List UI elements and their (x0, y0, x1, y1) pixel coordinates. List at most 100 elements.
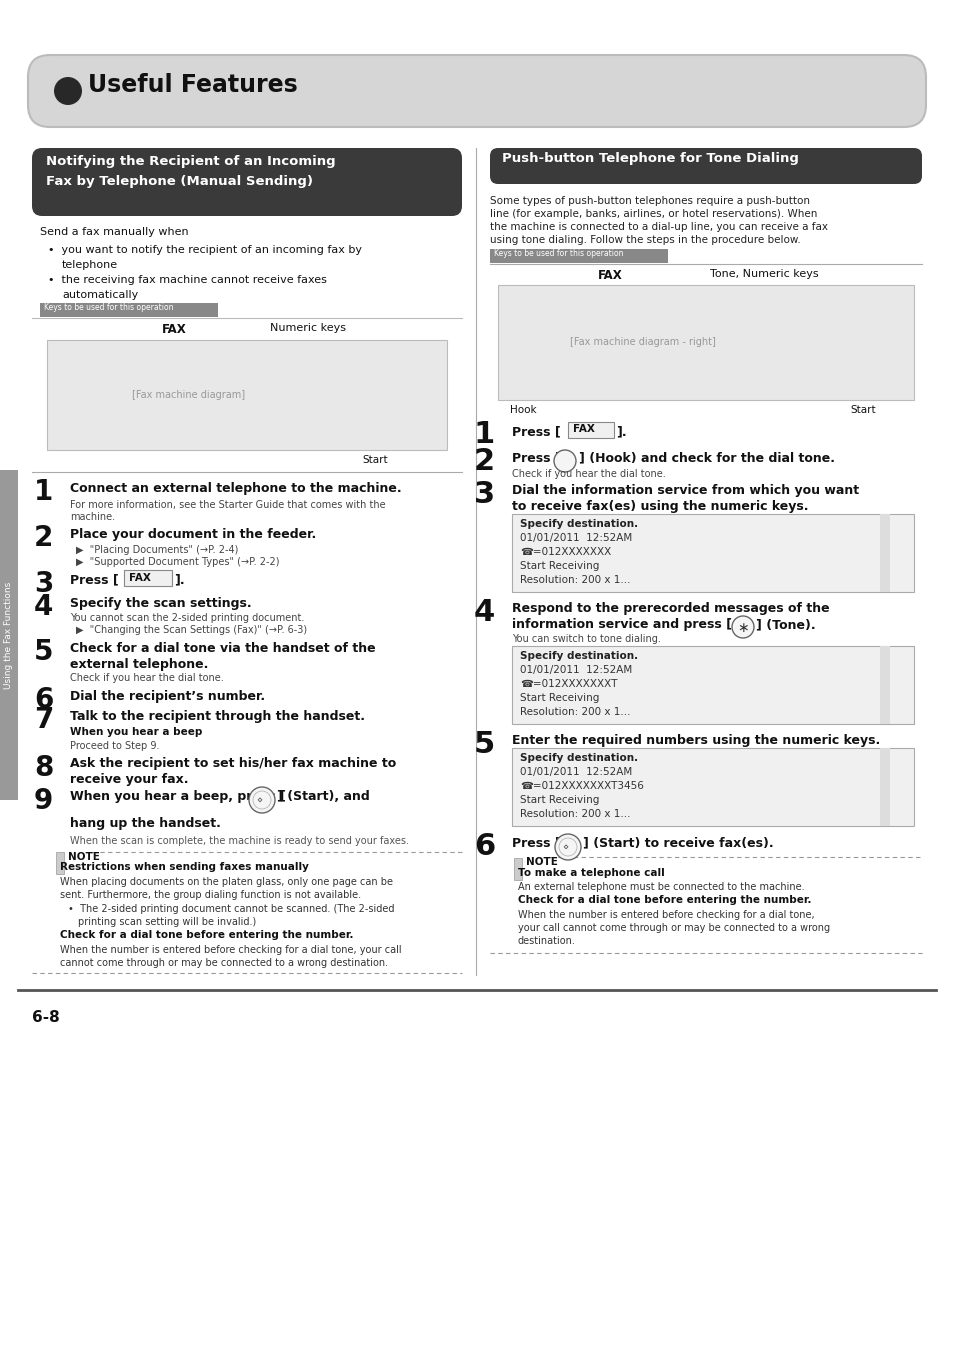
Text: Useful Features: Useful Features (88, 73, 297, 97)
Text: You can switch to tone dialing.: You can switch to tone dialing. (512, 634, 660, 644)
Text: Respond to the prerecorded messages of the: Respond to the prerecorded messages of t… (512, 602, 829, 616)
Text: 3: 3 (474, 481, 495, 509)
Text: ] (Start), and: ] (Start), and (276, 790, 370, 803)
Text: •  the receiving fax machine cannot receive faxes: • the receiving fax machine cannot recei… (48, 275, 327, 285)
Text: 6: 6 (474, 832, 495, 861)
Text: telephone: telephone (62, 261, 118, 270)
Text: NOTE: NOTE (525, 857, 558, 867)
Bar (879, 647, 889, 724)
Text: To make a telephone call: To make a telephone call (517, 868, 664, 878)
Text: Dial the information service from which you want: Dial the information service from which … (512, 485, 859, 497)
Text: Start Receiving: Start Receiving (519, 693, 598, 703)
Bar (567, 423, 614, 437)
Text: Place your document in the feeder.: Place your document in the feeder. (70, 528, 315, 541)
Text: cannot come through or may be connected to a wrong destination.: cannot come through or may be connected … (60, 958, 388, 968)
Text: machine.: machine. (70, 512, 115, 522)
Text: Check for a dial tone before entering the number.: Check for a dial tone before entering th… (517, 895, 811, 905)
Text: Resolution: 200 x 1...: Resolution: 200 x 1... (519, 809, 630, 819)
Text: using tone dialing. Follow the steps in the procedure below.: using tone dialing. Follow the steps in … (490, 235, 800, 244)
Bar (497, 285, 913, 400)
Text: When the number is entered before checking for a dial tone,: When the number is entered before checki… (517, 910, 814, 919)
Text: For more information, see the Starter Guide that comes with the: For more information, see the Starter Gu… (70, 500, 385, 510)
Text: Keys to be used for this operation: Keys to be used for this operation (44, 302, 173, 312)
Bar (512, 647, 913, 724)
Circle shape (253, 791, 271, 809)
Text: Numeric keys: Numeric keys (270, 323, 346, 333)
Text: Dial the recipient’s number.: Dial the recipient’s number. (70, 690, 265, 703)
Bar (0, 470, 18, 801)
Text: Press [: Press [ (70, 572, 118, 586)
Text: 01/01/2011  12:52AM: 01/01/2011 12:52AM (519, 767, 632, 778)
Text: When you hear a beep, press [: When you hear a beep, press [ (70, 790, 286, 803)
Text: receive your fax.: receive your fax. (70, 774, 189, 786)
Text: ⋄: ⋄ (255, 795, 262, 805)
Text: FAX: FAX (598, 269, 622, 282)
Text: Talk to the recipient through the handset.: Talk to the recipient through the handse… (70, 710, 365, 724)
Text: Check if you hear the dial tone.: Check if you hear the dial tone. (70, 674, 224, 683)
Text: Start: Start (361, 455, 387, 464)
Circle shape (555, 834, 580, 860)
Text: 4: 4 (474, 598, 495, 626)
Text: Check for a dial tone via the handset of the: Check for a dial tone via the handset of… (70, 643, 375, 655)
Text: Ask the recipient to set his/her fax machine to: Ask the recipient to set his/her fax mac… (70, 757, 395, 769)
Text: 1: 1 (34, 478, 53, 506)
FancyBboxPatch shape (32, 148, 461, 216)
Text: 2: 2 (474, 447, 495, 477)
Bar (490, 248, 667, 263)
Text: Specify destination.: Specify destination. (519, 651, 638, 661)
Text: ☎=012XXXXXXXT3456: ☎=012XXXXXXXT3456 (519, 782, 643, 791)
Text: ].: ]. (616, 425, 626, 437)
Bar (47, 340, 447, 450)
Text: 01/01/2011  12:52AM: 01/01/2011 12:52AM (519, 666, 632, 675)
Text: sent. Furthermore, the group dialing function is not available.: sent. Furthermore, the group dialing fun… (60, 890, 361, 900)
Text: Tone, Numeric keys: Tone, Numeric keys (709, 269, 818, 279)
Text: 5: 5 (34, 639, 53, 666)
Text: FAX: FAX (162, 323, 187, 336)
Circle shape (554, 450, 576, 472)
Bar (512, 514, 913, 593)
Text: FAX: FAX (129, 572, 151, 583)
Text: 4: 4 (34, 593, 53, 621)
Text: 7: 7 (34, 706, 53, 734)
Text: 2: 2 (34, 524, 53, 552)
Text: NOTE: NOTE (68, 852, 100, 863)
Text: 3: 3 (34, 570, 53, 598)
Text: Keys to be used for this operation: Keys to be used for this operation (494, 248, 623, 258)
Text: Specify the scan settings.: Specify the scan settings. (70, 597, 252, 610)
Text: Notifying the Recipient of an Incoming: Notifying the Recipient of an Incoming (46, 155, 335, 167)
Text: Specify destination.: Specify destination. (519, 518, 638, 529)
Circle shape (249, 787, 274, 813)
Text: Start: Start (849, 405, 875, 414)
Circle shape (558, 838, 577, 856)
Text: •  The 2-sided printing document cannot be scanned. (The 2-sided: • The 2-sided printing document cannot b… (68, 904, 395, 914)
Text: ▶  "Supported Document Types" (→P. 2-2): ▶ "Supported Document Types" (→P. 2-2) (76, 558, 279, 567)
Text: Press [: Press [ (512, 425, 560, 437)
Text: Push-button Telephone for Tone Dialing: Push-button Telephone for Tone Dialing (501, 153, 798, 165)
Text: •  you want to notify the recipient of an incoming fax by: • you want to notify the recipient of an… (48, 244, 361, 255)
Text: 6-8: 6-8 (32, 1010, 60, 1025)
FancyBboxPatch shape (490, 148, 921, 184)
Text: Press [: Press [ (512, 836, 560, 849)
Text: Enter the required numbers using the numeric keys.: Enter the required numbers using the num… (512, 734, 880, 747)
Bar (40, 302, 218, 317)
Text: 6: 6 (34, 686, 53, 714)
Text: ].: ]. (173, 572, 185, 586)
Text: [Fax machine diagram - right]: [Fax machine diagram - right] (569, 338, 715, 347)
Text: Press [: Press [ (512, 451, 560, 464)
Text: external telephone.: external telephone. (70, 657, 208, 671)
Bar (124, 570, 172, 586)
Text: Connect an external telephone to the machine.: Connect an external telephone to the mac… (70, 482, 401, 495)
Text: destination.: destination. (517, 936, 576, 946)
Text: 01/01/2011  12:52AM: 01/01/2011 12:52AM (519, 533, 632, 543)
Text: ☎=012XXXXXXXТ: ☎=012XXXXXXXТ (519, 679, 617, 688)
Text: ] (Tone).: ] (Tone). (755, 618, 815, 630)
Text: Fax by Telephone (Manual Sending): Fax by Telephone (Manual Sending) (46, 176, 313, 188)
Text: printing scan setting will be invalid.): printing scan setting will be invalid.) (78, 917, 256, 927)
Text: hang up the handset.: hang up the handset. (70, 817, 221, 830)
Text: When the number is entered before checking for a dial tone, your call: When the number is entered before checki… (60, 945, 401, 954)
Bar (512, 748, 913, 826)
Text: 1: 1 (474, 420, 495, 450)
Text: automatically: automatically (62, 290, 138, 300)
Text: information service and press [: information service and press [ (512, 618, 731, 630)
Text: ☎=012XXXXXXX: ☎=012XXXXXXX (519, 547, 611, 558)
